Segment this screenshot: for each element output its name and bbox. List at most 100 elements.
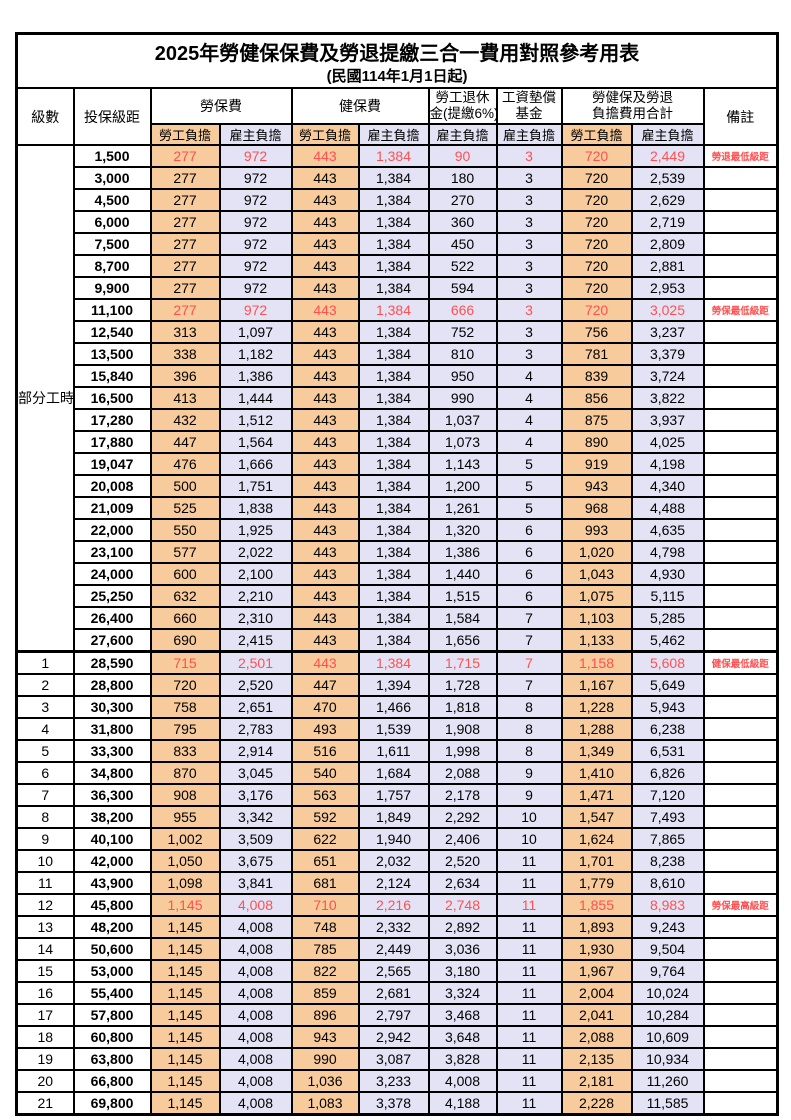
value-cell: 1,384 [357,496,430,520]
table-row: 19 63,800 1,145 4,008 990 3,087 3,828 11 2,135 10… [15,1047,779,1071]
value-cell: 1,930 [560,937,633,961]
value-cell: 1,757 [357,783,430,807]
value-cell: 4,198 [630,452,705,476]
value-cell: 972 [218,188,293,212]
bracket-cell: 26,400 [72,606,152,630]
subheader-fund-employer: 雇主負擔 [495,123,563,146]
value-cell: 443 [290,452,360,476]
header-row-sub: 勞工負擔 雇主負擔 勞工負擔 雇主負擔 雇主負擔 雇主負擔 勞工負擔 雇主負擔 [17,123,778,146]
level-cell: 4 [15,717,75,741]
table-row: 13 48,200 1,145 4,008 748 2,332 2,892 11 1,893 9,… [15,915,779,939]
value-cell: 9,764 [630,959,705,983]
value-cell: 1,715 [427,650,498,675]
bracket-cell: 27,600 [72,628,152,653]
table-row: 26,400 660 2,310 443 1,384 1,584 7 1,103 5,285 [17,606,779,630]
note-cell [702,761,779,785]
value-cell: 2,953 [630,276,705,300]
value-cell: 1,584 [427,606,498,630]
value-cell: 4,008 [218,893,293,917]
value-cell: 6,531 [630,739,705,763]
value-cell: 5 [495,452,563,476]
bracket-cell: 6,000 [72,210,152,234]
value-cell: 2,004 [560,981,633,1005]
value-cell: 443 [290,584,360,608]
subheader-labor-employee: 勞工負擔 [149,123,221,146]
bracket-cell: 21,009 [72,496,152,520]
value-cell: 2,881 [630,254,705,278]
table-row: 1 28,590 715 2,501 443 1,384 1,715 7 1,158 5,608 健… [15,650,779,675]
value-cell: 4,008 [218,1069,293,1093]
bracket-cell: 57,800 [72,1003,152,1027]
value-cell: 2,332 [357,915,430,939]
value-cell: 9,504 [630,937,705,961]
note-cell [702,430,779,454]
note-cell [702,981,779,1005]
note-cell [702,276,779,300]
level-cell: 5 [15,739,75,763]
value-cell: 1,384 [357,606,430,630]
value-cell: 180 [427,166,498,190]
value-cell: 972 [218,210,293,234]
level-cell: 7 [15,783,75,807]
value-cell: 1,384 [357,408,430,432]
value-cell: 432 [149,408,221,432]
bracket-cell: 45,800 [72,893,152,917]
value-cell: 443 [290,408,360,432]
value-cell: 2,032 [357,849,430,873]
value-cell: 3,379 [630,342,705,366]
table-row: 部分工時 1,500 277 972 443 1,384 90 3 720 2,449 勞退最低級距 [15,144,779,653]
value-cell: 8 [495,739,563,763]
value-cell: 1,818 [427,695,498,719]
value-cell: 3 [495,276,563,300]
value-cell: 968 [560,496,633,520]
value-cell: 1,547 [560,805,633,829]
table-row: 15,840 396 1,386 443 1,384 950 4 839 3,724 [17,364,779,388]
table-row: 27,600 690 2,415 443 1,384 1,656 7 1,133 5,462 [17,628,779,653]
note-cell: 勞保最低級距 [702,298,779,322]
table-row: 4 31,800 795 2,783 493 1,539 1,908 8 1,288 6,238 [15,717,779,741]
bracket-cell: 40,100 [72,827,152,851]
value-cell: 443 [290,144,360,168]
bracket-cell: 1,500 [72,144,152,168]
value-cell: 5,608 [630,650,705,675]
value-cell: 2,748 [427,893,498,917]
value-cell: 1,410 [560,761,633,785]
value-cell: 443 [290,386,360,410]
value-cell: 6 [495,518,563,542]
value-cell: 758 [149,695,221,719]
col-header-health-insurance: 健保費 [290,87,430,125]
table-row: 3,000 277 972 443 1,384 180 3 720 2,539 [17,166,779,190]
value-cell: 660 [149,606,221,630]
value-cell: 443 [290,606,360,630]
value-cell: 5,285 [630,606,705,630]
value-cell: 1,320 [427,518,498,542]
bracket-cell: 16,500 [72,386,152,410]
value-cell: 1,908 [427,717,498,741]
table-row: 8 38,200 955 3,342 592 1,849 2,292 10 1,547 7,493 [15,805,779,829]
value-cell: 1,261 [427,496,498,520]
value-cell: 4 [495,430,563,454]
value-cell: 1,097 [218,320,293,344]
bracket-cell: 28,590 [72,650,152,675]
value-cell: 447 [290,673,360,697]
col-header-pension: 勞工退休 金(提繳6%) [427,87,498,125]
value-cell: 443 [290,254,360,278]
value-cell: 1,103 [560,606,633,630]
value-cell: 1,037 [427,408,498,432]
value-cell: 516 [290,739,360,763]
value-cell: 3,180 [427,959,498,983]
value-cell: 10 [495,827,563,851]
value-cell: 2,719 [630,210,705,234]
bracket-cell: 25,250 [72,584,152,608]
level-cell: 11 [15,871,75,895]
value-cell: 1,440 [427,562,498,586]
table-row: 21,009 525 1,838 443 1,384 1,261 5 968 4,488 [17,496,779,520]
value-cell: 11 [495,849,563,873]
value-cell: 1,940 [357,827,430,851]
value-cell: 413 [149,386,221,410]
value-cell: 1,145 [149,937,221,961]
note-cell [702,1047,779,1071]
value-cell: 2,228 [560,1091,633,1116]
value-cell: 839 [560,364,633,388]
value-cell: 3 [495,144,563,168]
